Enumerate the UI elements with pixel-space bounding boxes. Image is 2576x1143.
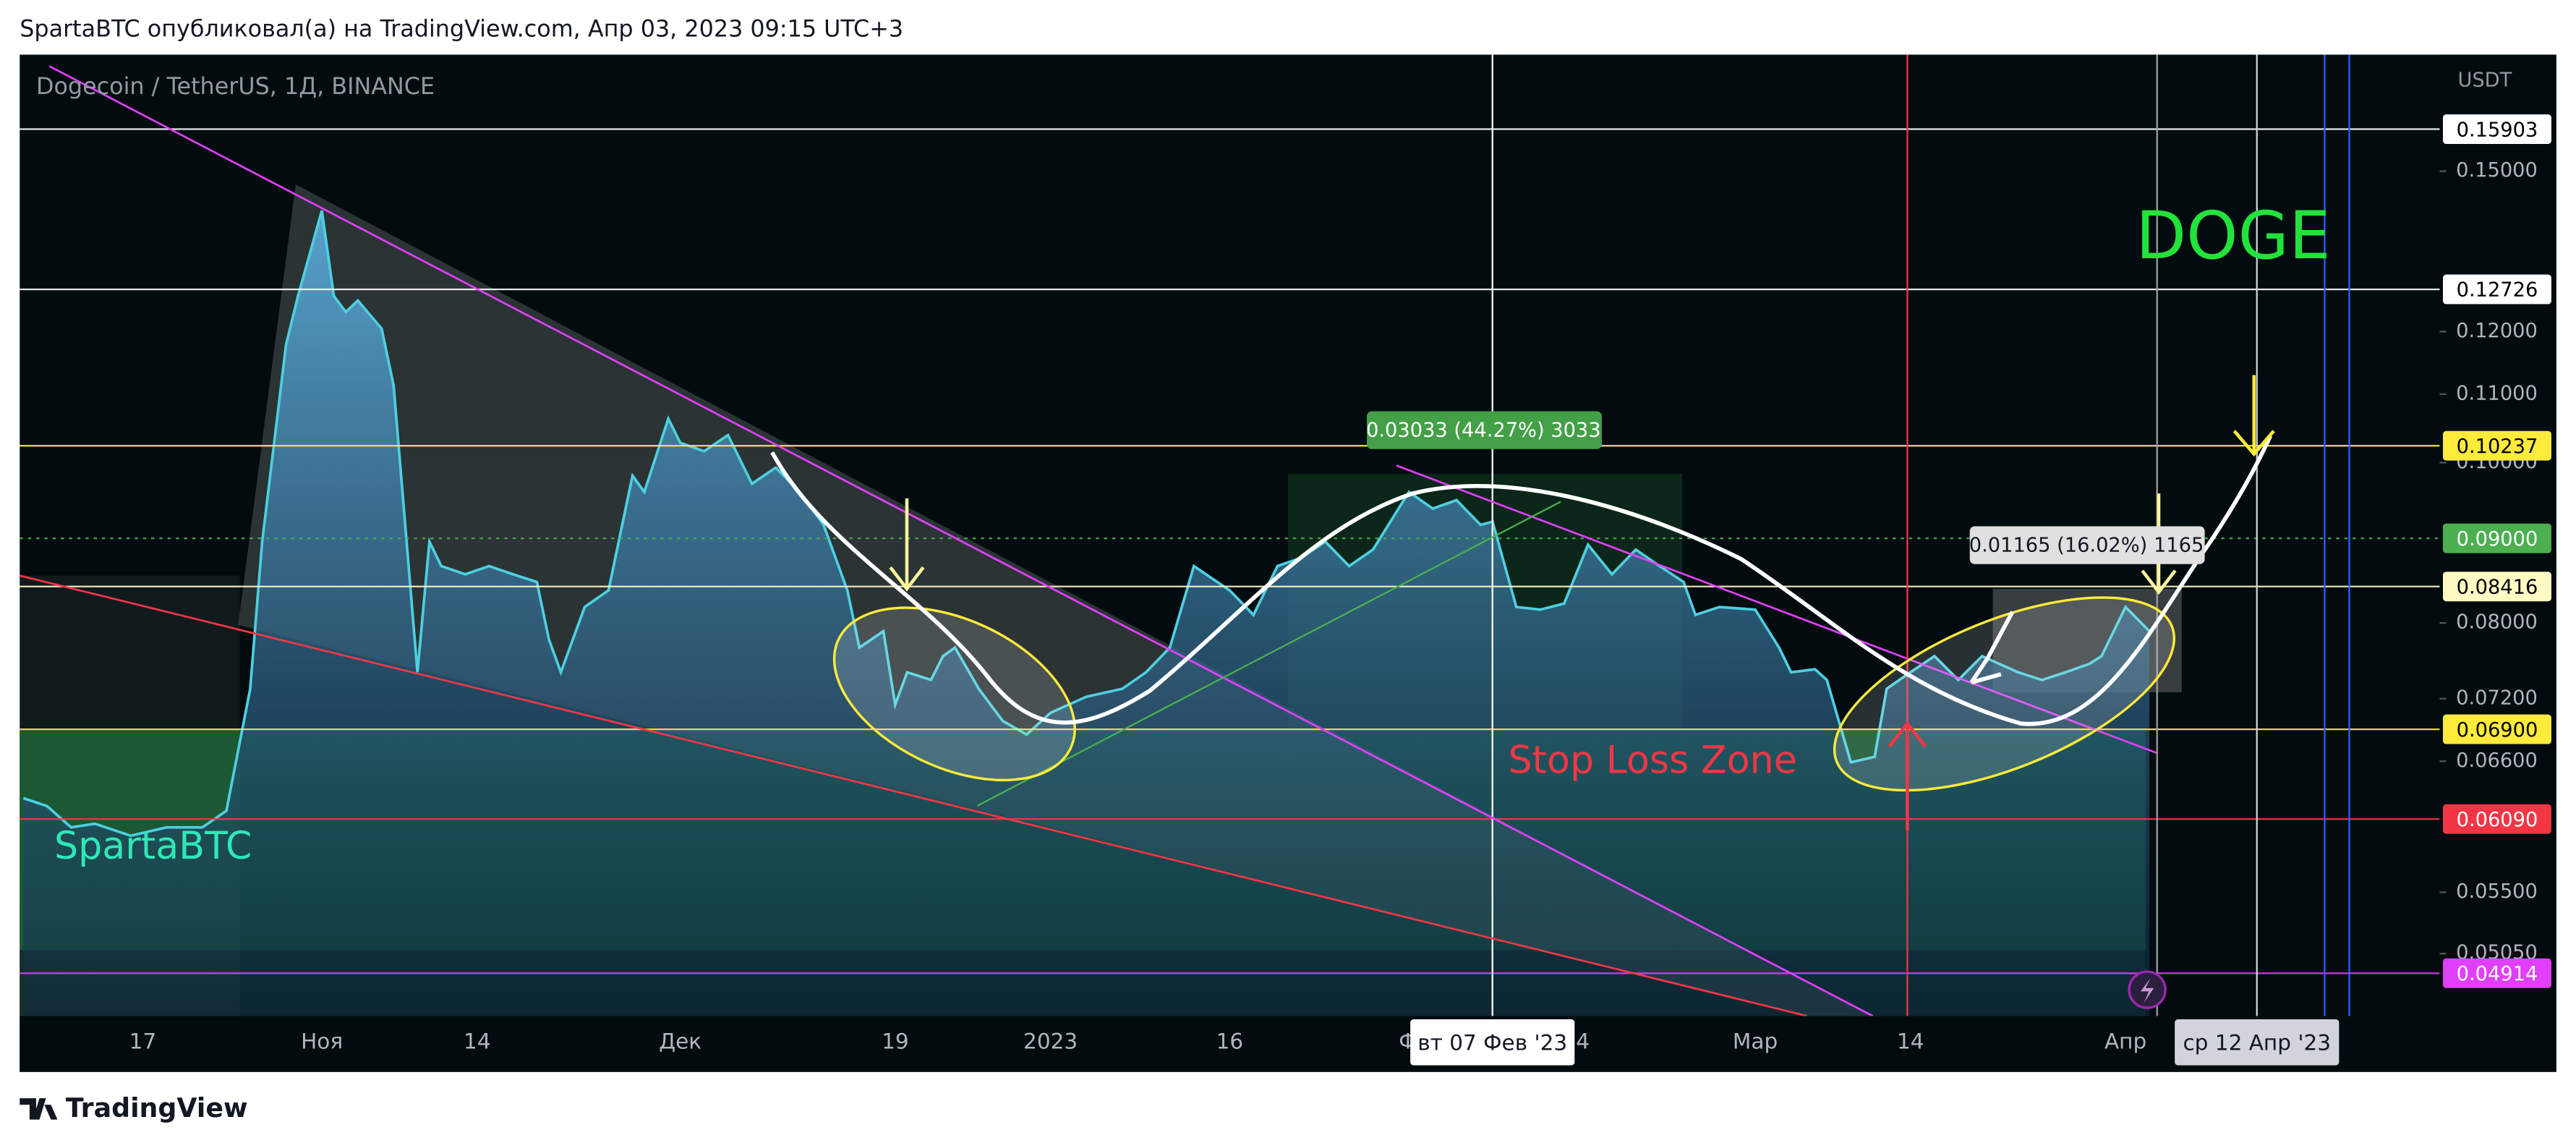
ticker-label: DOGE [2136,198,2330,274]
x-tick-label: Ноя [301,1029,343,1053]
x-tick-label: 14 [464,1029,491,1053]
price-level-box [2442,572,2551,602]
y-tick-label: 0.11000 [2456,382,2538,404]
logo-mark [20,1098,58,1120]
footer: TradingView [66,1092,248,1123]
price-level-label: 0.04914 [2457,963,2538,985]
x-tick-label: Апр [2104,1029,2146,1053]
price-level-label: 0.06090 [2457,809,2538,831]
x-tick-label: Мар [1733,1029,1778,1053]
footer-logo [20,1098,58,1120]
price-level-label: 0.09000 [2457,528,2538,551]
price-level-box [2442,958,2551,988]
price-level-label: 0.12726 [2457,279,2538,302]
ellipse [1833,596,2175,792]
price-level-label: 0.15903 [2457,119,2538,141]
zone-label: Stop Loss Zone [1508,739,1797,783]
hand-drawn-curve [770,435,2273,726]
y-tick-label: 0.08000 [2456,611,2538,634]
x-tick-label: 2023 [1023,1029,1078,1053]
y-tick-label: 0.06600 [2456,749,2538,772]
x-tick-label: 14 [1897,1029,1924,1053]
author-label: SpartaBTC [54,825,252,868]
trend-line [977,501,1561,807]
x-tick-label: 16 [1216,1029,1244,1053]
hand-drawn-arrow [1969,611,2015,685]
trend-line [1396,464,2158,755]
x-tick-label: 19 [882,1029,909,1053]
lightning-glyph [2141,978,2154,1003]
price-level-label: 0.10237 [2457,435,2538,458]
time-axis [20,1016,2556,1072]
price-level-box [2442,523,2551,553]
y-tick-label: 0.07200 [2456,687,2538,709]
crosshair-label: ср 12 Апр '23 [2183,1031,2331,1055]
symbol-title: Dogecoin / TetherUS, 1Д, BINANCE [36,73,435,100]
y-tick-label: 0.12000 [2456,320,2538,342]
price-level-box [2442,714,2551,744]
measure-box [1969,526,2205,564]
x-tick-label: 17 [129,1029,157,1053]
price-level-box [2442,430,2551,461]
measure-box [1367,411,1602,449]
arrow [2232,375,2275,457]
crosshair-box [2175,1019,2340,1066]
price-level-box [2442,804,2551,834]
trend-line [48,65,1874,1017]
price-level-label: 0.08416 [2457,577,2538,599]
ellipse [832,606,1076,782]
measure-label: 0.01165 (16.02%) 1165 [1969,534,2204,556]
y-tick-label: 0.15000 [2456,159,2538,182]
axis-unit: USDT [2457,69,2512,91]
price-line [22,210,2151,838]
x-tick-label: Дек [659,1029,701,1053]
price-level-label: 0.06900 [2457,719,2538,742]
y-tick-label: 0.05500 [2456,880,2538,903]
measure-label: 0.03033 (44.27%) 3033 [1366,419,1601,441]
price-level-box [2442,114,2551,144]
trend-line [19,574,1808,1017]
header: SpartaBTC опубликовал(а) на TradingView.… [20,15,903,42]
crosshair-label: вт 07 Фев '23 [1417,1031,1567,1055]
axes: 0.150000.120000.110000.100000.080000.072… [129,114,2551,1066]
price-level-box [2442,274,2551,305]
plot-area [20,54,2440,1016]
area-fill [23,211,2150,1016]
crosshair-box [1410,1019,1575,1066]
arrow [1888,721,1927,830]
arrow [889,498,925,592]
